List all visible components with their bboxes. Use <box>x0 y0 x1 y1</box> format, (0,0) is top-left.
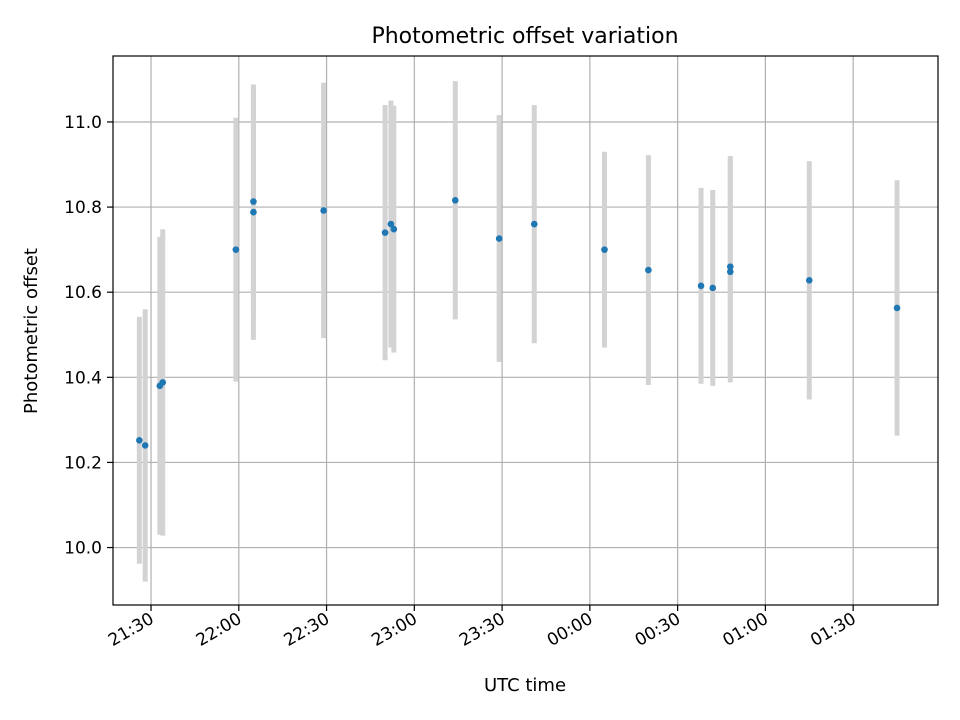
y-tick-label: 11.0 <box>64 113 102 133</box>
data-points <box>136 196 901 449</box>
x-tick-label: 00:00 <box>544 609 596 651</box>
data-point <box>601 246 608 253</box>
data-point <box>495 235 503 242</box>
x-tick-label: 23:30 <box>456 609 508 651</box>
x-tick-label: 21:30 <box>105 609 157 651</box>
data-point <box>232 246 240 253</box>
data-point <box>805 276 813 284</box>
x-tick-label: 22:00 <box>193 609 245 651</box>
plot-frame <box>112 55 939 606</box>
y-axis-label: Photometric offset <box>21 248 42 414</box>
x-axis-label: UTC time <box>484 675 566 696</box>
error-bars <box>136 81 900 582</box>
y-tick-label: 10.0 <box>64 539 102 559</box>
data-point <box>387 220 395 228</box>
x-tick-label: 01:30 <box>807 609 859 651</box>
data-point <box>709 284 717 292</box>
x-tick-label: 01:00 <box>719 609 771 651</box>
data-point <box>697 282 705 290</box>
data-point <box>390 225 398 233</box>
data-point <box>451 196 459 204</box>
data-point <box>250 198 257 205</box>
data-point <box>530 220 538 228</box>
x-axis-ticks: 21:30 22:00 22:30 23:00 23:30 00:00 00:30 01:00… <box>105 605 860 651</box>
data-point <box>159 379 167 386</box>
data-point <box>136 437 143 444</box>
y-axis-ticks: 10.0 10.2 10.4 10.6 10.8 11.0 <box>64 113 113 559</box>
x-tick-label: 23:00 <box>368 609 420 651</box>
x-tick-label: 00:30 <box>632 609 684 651</box>
chart-title: Photometric offset variation <box>371 24 678 49</box>
y-tick-label: 10.2 <box>64 453 102 473</box>
data-point <box>320 207 327 214</box>
y-tick-label: 10.6 <box>64 283 102 303</box>
y-tick-label: 10.8 <box>64 198 102 218</box>
data-point <box>726 263 734 270</box>
y-tick-label: 10.4 <box>64 368 102 388</box>
grid <box>113 56 938 605</box>
data-point <box>893 304 901 312</box>
data-point <box>250 208 257 216</box>
x-tick-label: 22:30 <box>281 609 333 651</box>
data-point <box>141 442 149 449</box>
data-point <box>726 268 734 276</box>
data-point <box>645 266 652 274</box>
data-point <box>381 229 389 236</box>
